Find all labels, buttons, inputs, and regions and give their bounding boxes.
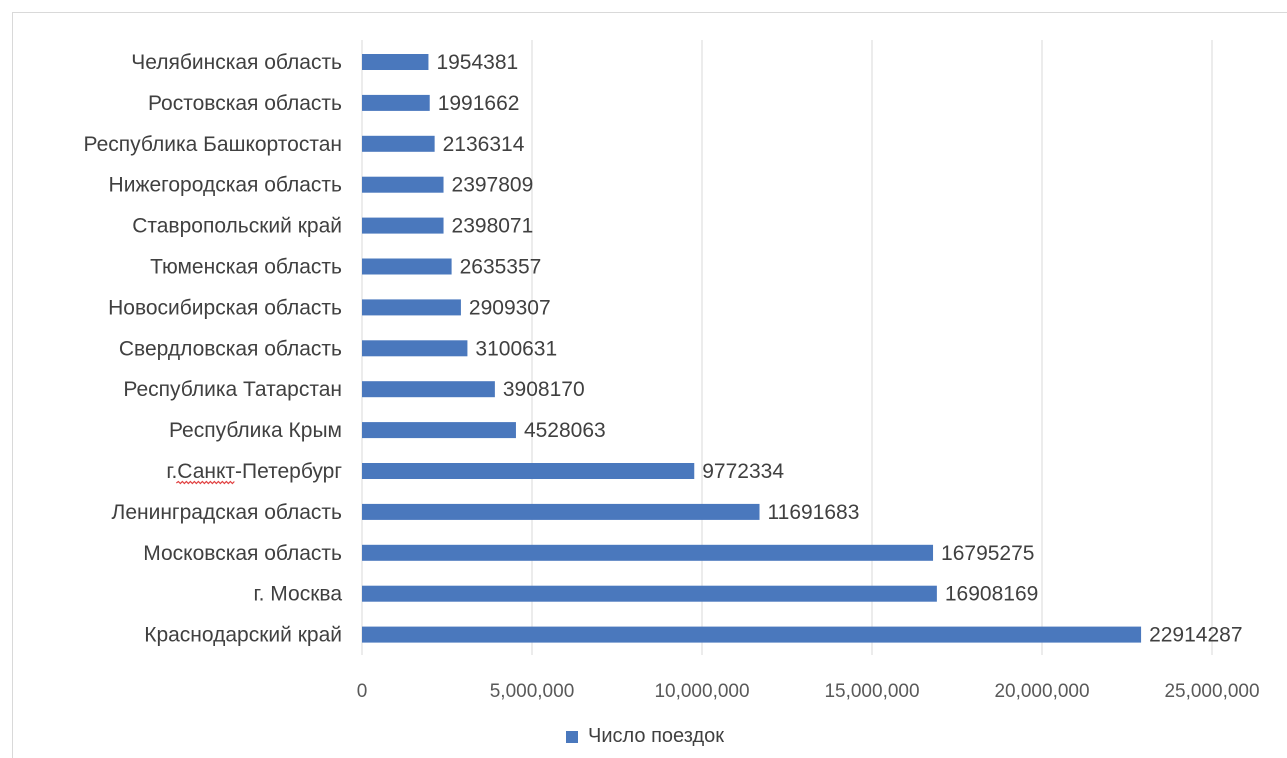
data-label: 11691683 — [768, 501, 860, 524]
category-label: Московская область — [143, 542, 342, 565]
data-label: 22914287 — [1149, 624, 1242, 647]
x-tick-label: 20,000,000 — [994, 681, 1089, 702]
category-label: г.Санкт-Петербург — [166, 460, 342, 483]
category-label: г. Москва — [254, 583, 343, 606]
data-label: 2398071 — [452, 215, 534, 238]
x-tick-label: 15,000,000 — [824, 681, 919, 702]
data-label: 3100631 — [475, 337, 557, 360]
data-label: 2136314 — [443, 133, 525, 156]
bar[interactable] — [362, 340, 468, 357]
data-label: 16795275 — [941, 542, 1034, 565]
bar[interactable] — [362, 422, 516, 439]
bar[interactable] — [362, 176, 444, 193]
category-label: Свердловская область — [119, 337, 342, 360]
category-label: Нижегородская область — [109, 174, 342, 197]
category-label: Республика Башкортостан — [84, 133, 342, 156]
x-tick-label: 25,000,000 — [1164, 681, 1259, 702]
bar[interactable] — [362, 381, 495, 398]
bar[interactable] — [362, 544, 934, 561]
bar[interactable] — [362, 463, 695, 479]
data-label: 2909307 — [469, 296, 551, 319]
x-tick-label: 10,000,000 — [654, 681, 749, 702]
bar[interactable] — [362, 299, 461, 316]
category-label: Новосибирская область — [108, 296, 342, 319]
bar[interactable] — [362, 626, 1142, 643]
data-label: 9772334 — [702, 460, 784, 483]
data-label: 1954381 — [436, 51, 518, 74]
chart-frame — [12, 12, 1287, 758]
category-label: Тюменская область — [150, 256, 342, 279]
data-label: 2635357 — [460, 256, 542, 279]
bar[interactable] — [362, 585, 937, 602]
legend-label: Число поездок — [588, 725, 724, 747]
data-label: 4528063 — [524, 419, 606, 442]
bar[interactable] — [362, 54, 429, 70]
bar[interactable] — [362, 258, 452, 275]
bar[interactable] — [362, 217, 444, 234]
x-tick-label: 5,000,000 — [490, 681, 575, 702]
data-label: 16908169 — [945, 583, 1038, 606]
data-label: 3908170 — [503, 378, 585, 401]
category-label: Республика Татарстан — [123, 378, 342, 401]
data-label: 1991662 — [438, 92, 520, 115]
data-label: 2397809 — [452, 174, 534, 197]
x-tick-label: 0 — [357, 681, 368, 702]
legend-swatch — [566, 731, 578, 743]
category-label: Ставропольский край — [132, 215, 342, 238]
category-label: Челябинская область — [131, 51, 342, 74]
bar[interactable] — [362, 135, 435, 152]
category-label: Краснодарский край — [144, 624, 342, 647]
bar[interactable] — [362, 503, 760, 520]
category-label: Республика Крым — [169, 419, 342, 442]
category-label: Ленинградская область — [112, 501, 343, 524]
spellcheck-underline — [175, 480, 235, 485]
bar[interactable] — [362, 94, 430, 111]
category-label: Ростовская область — [148, 92, 342, 115]
